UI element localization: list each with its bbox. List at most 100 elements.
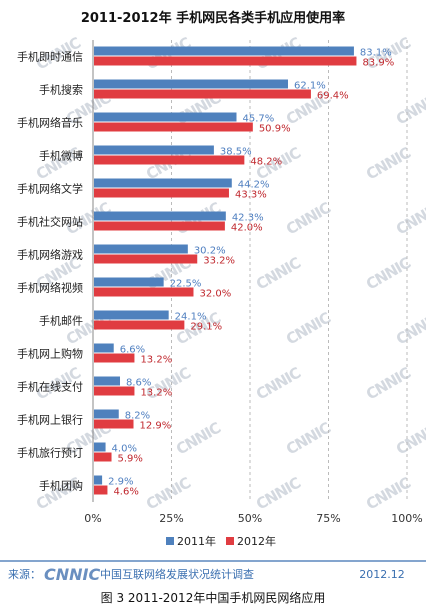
bar-series-2: [94, 353, 135, 363]
bar-series-2: [94, 320, 185, 330]
bar-series-2: [94, 287, 194, 297]
value-label: 69.4%: [317, 91, 349, 102]
value-label: 30.2%: [194, 246, 226, 257]
watermark-mark: CNNIC: [393, 199, 426, 239]
value-label: 13.2%: [140, 355, 172, 366]
category-label: 手机社交网站: [17, 215, 83, 229]
category-label: 手机网络音乐: [17, 116, 83, 130]
legend: 2011年 2012年: [166, 534, 276, 548]
footer-logo: CNNIC: [44, 565, 100, 584]
watermark-mark: CNNIC: [363, 364, 414, 404]
bar-series-2: [94, 188, 229, 198]
category-label: 手机团购: [39, 479, 83, 493]
footer-org-name: 中国互联网络发展状况统计调查: [100, 567, 254, 581]
bar-series-1: [94, 343, 114, 353]
bar-series-1: [94, 442, 106, 452]
watermark-mark: CNNIC: [253, 254, 304, 294]
category-label: 手机邮件: [39, 314, 83, 328]
legend-label: 2011年: [177, 534, 216, 548]
category-label: 手机网上购物: [17, 347, 83, 361]
x-tick-label: 75%: [316, 512, 340, 525]
value-labels: 83.1%83.9% 62.1%69.4% 45.7%50.9% 38.5%48.2%…: [108, 48, 394, 498]
watermark-mark: CNNIC: [283, 419, 334, 459]
bar-series-2: [94, 419, 134, 429]
grid-lines: [92, 40, 408, 502]
legend-swatch: [226, 537, 234, 545]
value-label: 4.0%: [112, 444, 137, 455]
bar-series-1: [94, 310, 169, 320]
value-label: 43.3%: [235, 190, 267, 201]
bar-series-2: [94, 485, 108, 495]
value-label: 48.2%: [250, 157, 282, 168]
category-label: 手机旅行预订: [17, 446, 83, 460]
category-label: 手机网络游戏: [17, 248, 83, 262]
value-label: 24.1%: [175, 312, 207, 323]
figure-caption: 图 3 2011-2012年中国手机网民网络应用: [101, 590, 326, 605]
watermark-mark: CNNIC: [363, 144, 414, 184]
watermark-mark: CNNIC: [363, 474, 414, 514]
bar-series-1: [94, 211, 226, 221]
category-label: 手机微博: [39, 149, 83, 163]
category-label: 手机在线支付: [17, 380, 83, 394]
value-label: 45.7%: [242, 114, 274, 125]
x-tick-labels: 0% 25% 50% 75% 100%: [84, 512, 422, 525]
legend-swatch: [166, 537, 174, 545]
chart-title: 2011-2012年 手机网民各类手机应用使用率: [81, 10, 345, 26]
bar-series-1: [94, 145, 214, 155]
bar-series-1: [94, 112, 237, 122]
value-label: 4.6%: [113, 487, 138, 498]
footer-source-label: 来源：: [8, 567, 41, 581]
bar-series-1: [94, 376, 121, 386]
x-tick-label: 25%: [159, 512, 183, 525]
bar-series-1: [94, 409, 119, 419]
value-label: 83.9%: [362, 58, 394, 69]
value-label: 13.2%: [140, 388, 172, 399]
value-label: 29.1%: [190, 322, 222, 333]
value-label: 2.9%: [108, 477, 133, 488]
bar-series-2: [94, 254, 198, 264]
value-label: 83.1%: [360, 48, 392, 59]
bar-series-2: [94, 221, 225, 231]
category-label: 手机网上银行: [17, 413, 83, 427]
watermark-mark: CNNIC: [253, 474, 304, 514]
value-label: 38.5%: [220, 147, 252, 158]
bar-series-1: [94, 277, 164, 287]
value-label: 6.6%: [120, 345, 145, 356]
value-label: 62.1%: [294, 81, 326, 92]
watermark-layer: CNNIC CNNIC CNNIC CNNIC CNNIC CNNIC CNNIC CNNIC…: [33, 34, 426, 514]
bar-series-2: [94, 56, 357, 66]
bar-series-1: [94, 178, 232, 188]
x-tick-label: 50%: [238, 512, 262, 525]
category-labels: 手机即时通信手机搜索手机网络音乐手机微博手机网络文学手机社交网站手机网络游戏手机…: [17, 50, 83, 493]
value-label: 33.2%: [203, 256, 235, 267]
footer-date: 2012.12: [359, 568, 405, 581]
value-label: 5.9%: [118, 454, 143, 465]
value-label: 12.9%: [140, 421, 172, 432]
watermark-mark: CNNIC: [143, 474, 194, 514]
bar-series-2: [94, 122, 253, 132]
bar-series-1: [94, 244, 188, 254]
bar-series-1: [94, 475, 103, 485]
x-tick-label: 0%: [84, 512, 101, 525]
x-tick-label: 100%: [391, 512, 422, 525]
bars-group: [94, 46, 357, 495]
category-label: 手机网络文学: [17, 182, 83, 196]
watermark-mark: CNNIC: [393, 309, 426, 349]
watermark-mark: CNNIC: [363, 254, 414, 294]
watermark-mark: CNNIC: [173, 419, 224, 459]
watermark-mark: CNNIC: [283, 309, 334, 349]
value-label: 42.0%: [231, 223, 263, 234]
bar-series-1: [94, 46, 354, 56]
category-label: 手机网络视频: [17, 281, 83, 295]
bar-series-2: [94, 89, 311, 99]
value-label: 32.0%: [199, 289, 231, 300]
value-label: 22.5%: [170, 279, 202, 290]
legend-label: 2012年: [237, 534, 276, 548]
value-label: 8.2%: [125, 411, 150, 422]
value-label: 50.9%: [259, 124, 291, 135]
category-label: 手机搜索: [39, 83, 83, 97]
watermark-mark: CNNIC: [393, 419, 426, 459]
bar-series-2: [94, 452, 112, 462]
value-label: 8.6%: [126, 378, 151, 389]
